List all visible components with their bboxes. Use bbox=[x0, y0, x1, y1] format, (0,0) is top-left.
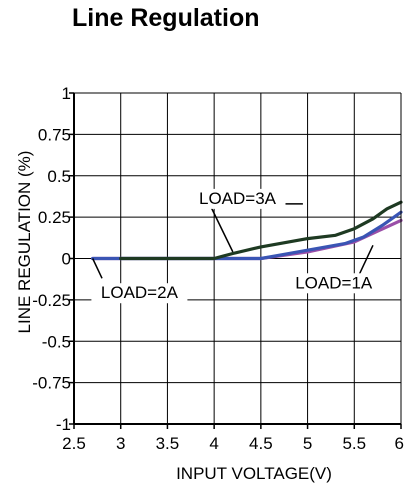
x-tick-label: 4.5 bbox=[249, 434, 273, 453]
annotation-leader-load-3a bbox=[208, 203, 234, 253]
annotation-bg-load-3a bbox=[189, 188, 286, 209]
annotations: LOAD=3A LOAD=2A LOAD=1A bbox=[91, 188, 382, 304]
y-tick-label: -0.75 bbox=[32, 374, 71, 393]
annotation-leader-load-2a bbox=[92, 258, 103, 279]
annotation-bg-load-2a bbox=[91, 283, 188, 304]
annotation-bg-load-1a bbox=[285, 273, 382, 294]
y-tick-label: 0.75 bbox=[38, 125, 71, 144]
series-line-load-3a bbox=[119, 200, 403, 261]
chart-title: Line Regulation bbox=[72, 4, 260, 32]
y-tick-label: 1 bbox=[62, 84, 71, 103]
annotation-load-2a: LOAD=2A bbox=[101, 283, 179, 302]
x-tick-label: 5.5 bbox=[342, 434, 366, 453]
x-tick-label: 4 bbox=[209, 434, 218, 453]
y-tick-label: 0.25 bbox=[38, 208, 71, 227]
y-tick-label: -0.25 bbox=[32, 291, 71, 310]
y-axis-label: LINE REGULATION (%) bbox=[15, 151, 34, 334]
x-tick-label: 3.5 bbox=[156, 434, 180, 453]
x-tick-label: 2.5 bbox=[62, 434, 86, 453]
annotation-load-1a: LOAD=1A bbox=[295, 273, 373, 292]
x-tick-label: 5 bbox=[303, 434, 312, 453]
series-lines bbox=[91, 200, 403, 261]
y-tick-label: -0.5 bbox=[42, 332, 71, 351]
tick-labels: 1 0.75 0.5 0.25 0 -0.25 -0.5 -0.75 -12.5 3 3.5 4 4.5… bbox=[32, 84, 404, 453]
y-tick-label: 0.5 bbox=[47, 167, 71, 186]
annotation-load-3a: LOAD=3A bbox=[199, 189, 277, 208]
x-tick-label: 3 bbox=[116, 434, 125, 453]
x-axis-label: INPUT VOLTAGE(V) bbox=[176, 464, 332, 483]
x-tick-label: 6 bbox=[395, 434, 404, 453]
y-tick-label: -1 bbox=[56, 415, 71, 434]
annotation-leader-load-1a bbox=[358, 244, 374, 276]
y-tick-label: 0 bbox=[62, 250, 71, 269]
